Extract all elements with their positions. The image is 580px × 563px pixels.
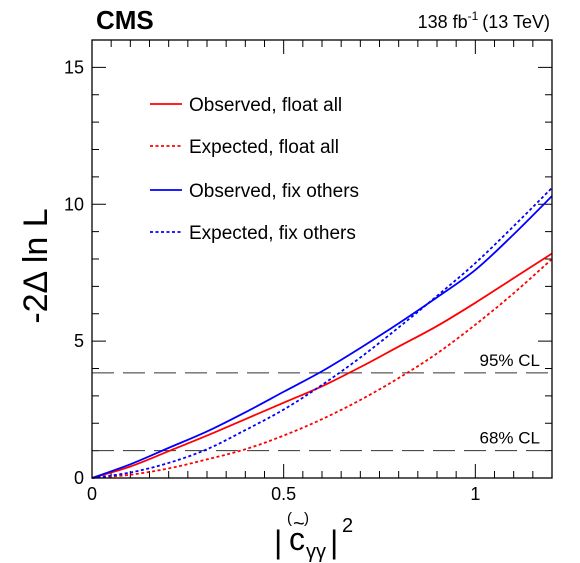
energy-label: (13 TeV): [482, 12, 550, 32]
cl-label: 68% CL: [480, 429, 540, 448]
series-line-observed-float-all: [91, 252, 553, 479]
x-tick-label: 0: [87, 484, 97, 504]
legend-label: Observed, fix others: [189, 181, 359, 202]
confidence-level-lines: 95% CL 68% CL: [92, 351, 552, 452]
y-tick-label: 0: [74, 468, 84, 488]
x-axis-title-tilde: ~: [293, 513, 305, 535]
y-axis-title: -2Δ ln L: [17, 208, 55, 323]
y-tick-label: 5: [74, 331, 84, 351]
cl-label: 95% CL: [480, 351, 540, 370]
lumi-value: 138 fb: [418, 12, 468, 32]
series-line-expected-float-all: [91, 258, 553, 479]
y-tick-label: 15: [64, 57, 84, 77]
x-axis-title-paren-close: ): [304, 510, 309, 527]
legend-label: Expected, float all: [189, 137, 339, 158]
x-axis-title-bar-right: |: [330, 524, 338, 560]
lumi-exponent: -1: [468, 9, 479, 23]
x-axis-title: | ( ~ ) c γγ | 2: [274, 510, 353, 563]
y-tick-label: 10: [64, 194, 84, 214]
legend-label: Observed, float all: [189, 95, 342, 116]
series-line-expected-fix-others: [91, 187, 553, 479]
series-line-observed-fix-others: [91, 195, 553, 479]
x-axis-title-power: 2: [342, 515, 353, 537]
legend: Observed, float all Expected, float all Ob…: [150, 95, 359, 244]
legend-label: Expected, fix others: [189, 223, 356, 244]
plot-frame: [91, 39, 553, 479]
x-tick-label: 1: [470, 484, 480, 504]
x-tick-label: 0.5: [271, 484, 296, 504]
luminosity-label: 138 fb-1 (13 TeV): [418, 9, 550, 32]
experiment-label: CMS: [96, 5, 154, 35]
x-axis-title-subscript: γγ: [306, 541, 326, 563]
x-axis-title-symbol: c: [289, 521, 305, 557]
x-axis-title-bar-left: |: [274, 524, 282, 560]
series-curves: [91, 187, 553, 479]
x-axis-title-paren-open: (: [287, 510, 292, 527]
